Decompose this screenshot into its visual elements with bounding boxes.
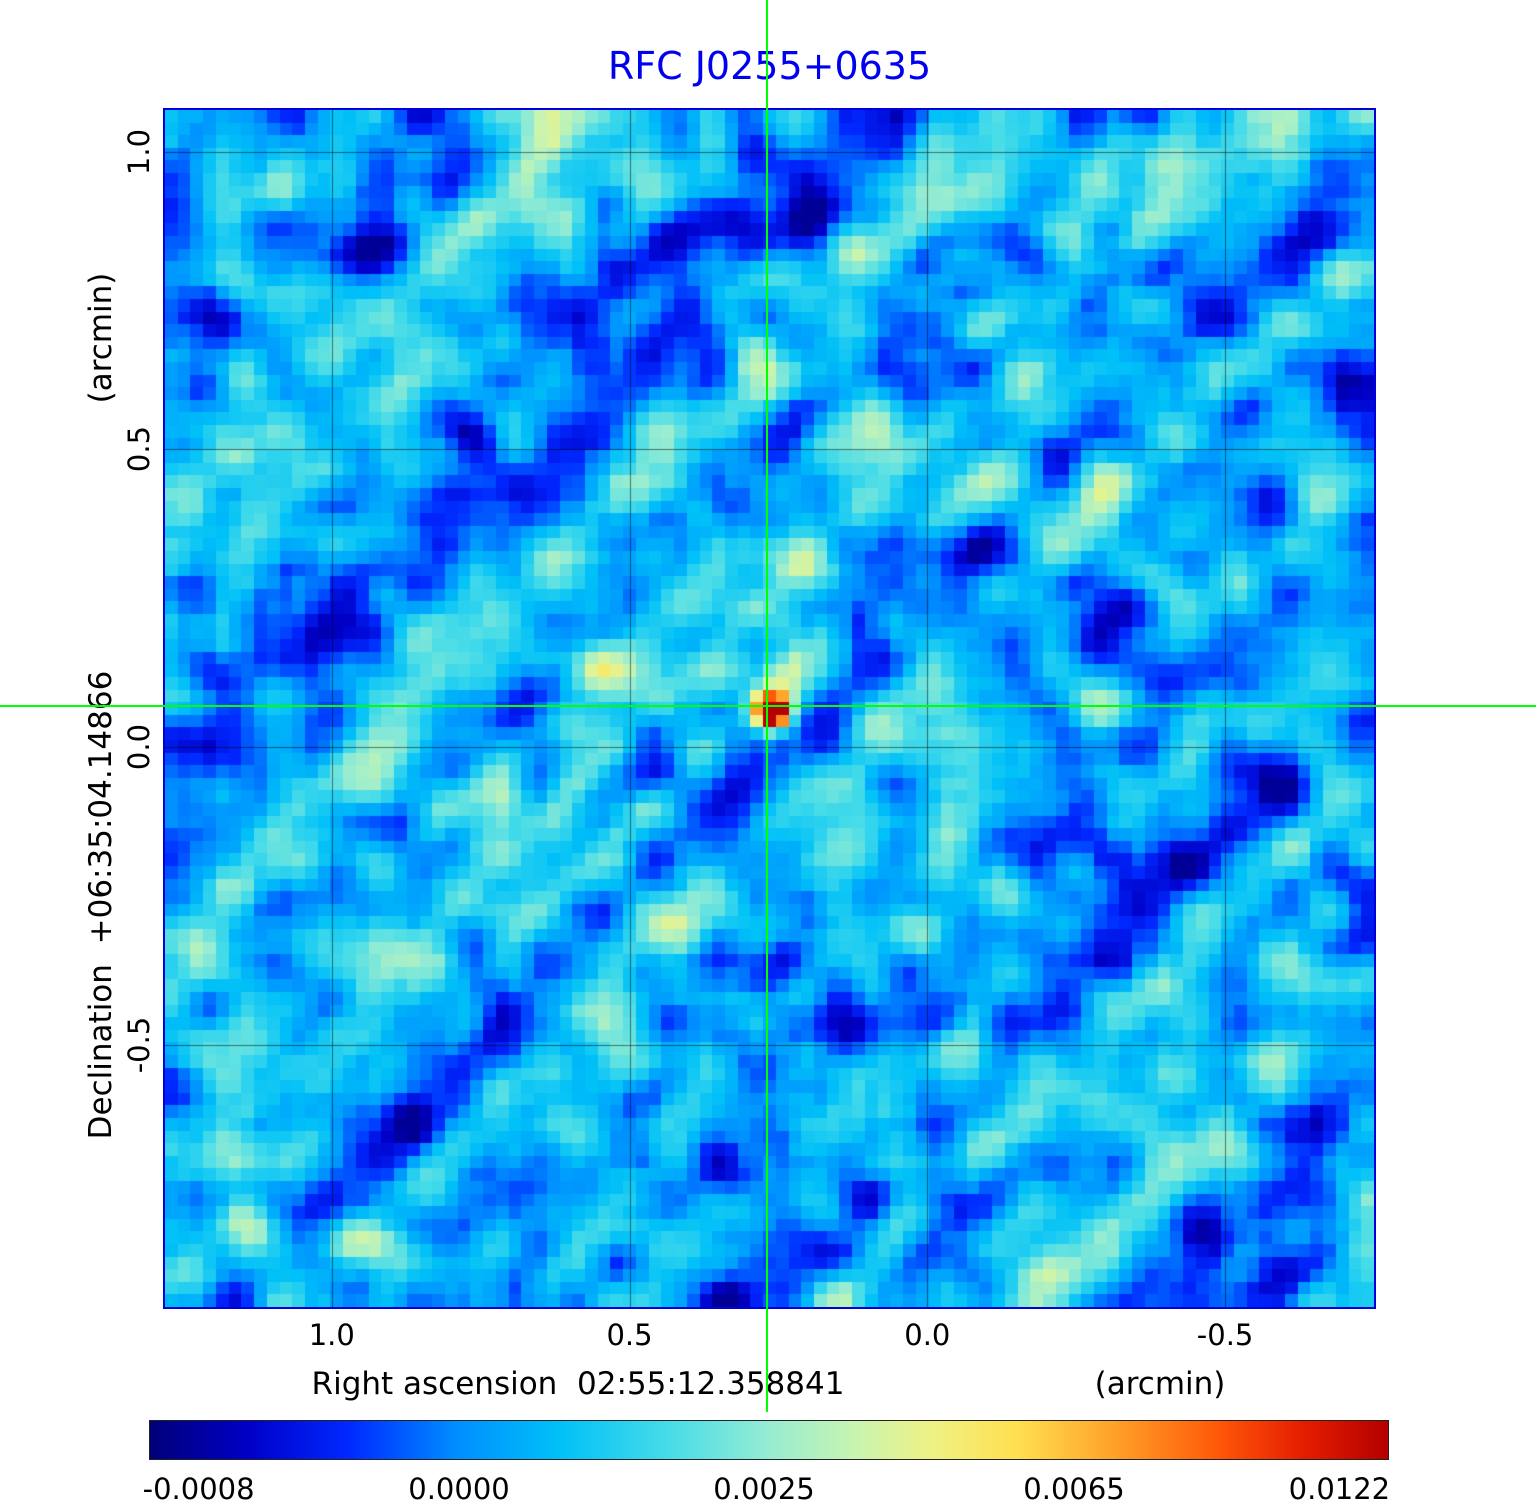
- dec-axis-label: Declination +06:35:04.14866: [83, 670, 119, 1140]
- x-tick-label: 0.0: [904, 1318, 951, 1352]
- y-tick-label: -0.5: [122, 1016, 156, 1074]
- colorbar-tick-label: 0.0025: [713, 1472, 815, 1506]
- y-tick-label: 1.0: [122, 128, 156, 175]
- ra-axis-label: Right ascension 02:55:12.358841: [311, 1366, 845, 1402]
- x-tick-label: 0.5: [606, 1318, 653, 1352]
- colorbar-tick-label: -0.0008: [142, 1472, 255, 1506]
- y-tick-label: 0.0: [122, 724, 156, 771]
- colorbar: [149, 1420, 1389, 1460]
- figure-title: RFC J0255+0635: [607, 44, 932, 88]
- x-tick-label: -0.5: [1196, 1318, 1254, 1352]
- colorbar-tick-label: 0.0065: [1023, 1472, 1125, 1506]
- colorbar-gradient: [150, 1421, 1388, 1459]
- sky-map-frame: [163, 108, 1376, 1309]
- colorbar-tick-label: 0.0000: [408, 1472, 510, 1506]
- sky-map-canvas: [165, 110, 1374, 1307]
- colorbar-tick-label: 0.0122: [1288, 1472, 1391, 1506]
- x-tick-label: 1.0: [308, 1318, 355, 1352]
- dec-axis-unit-label: (arcmin): [83, 272, 119, 404]
- ra-axis-unit-label: (arcmin): [1094, 1366, 1226, 1402]
- crosshair-horizontal-line: [0, 704, 1536, 707]
- y-tick-label: 0.5: [122, 426, 156, 473]
